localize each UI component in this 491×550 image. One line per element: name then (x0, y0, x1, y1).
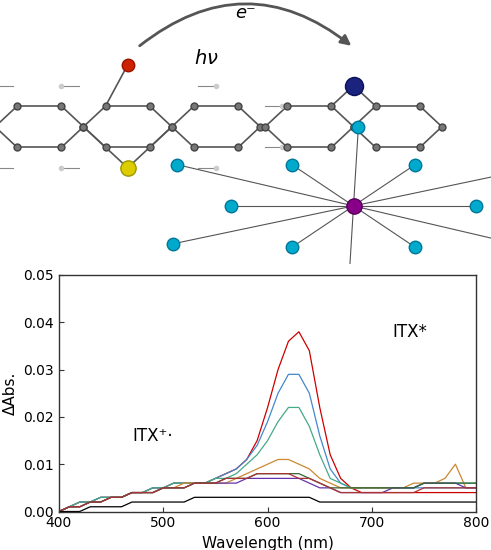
X-axis label: Wavelength (nm): Wavelength (nm) (202, 536, 333, 550)
Text: ITX*: ITX* (393, 323, 428, 341)
Text: $h\nu$: $h\nu$ (194, 48, 218, 68)
Y-axis label: ΔAbs.: ΔAbs. (3, 372, 18, 415)
Text: e⁻: e⁻ (235, 4, 256, 22)
Text: ITX⁺·: ITX⁺· (132, 427, 172, 445)
